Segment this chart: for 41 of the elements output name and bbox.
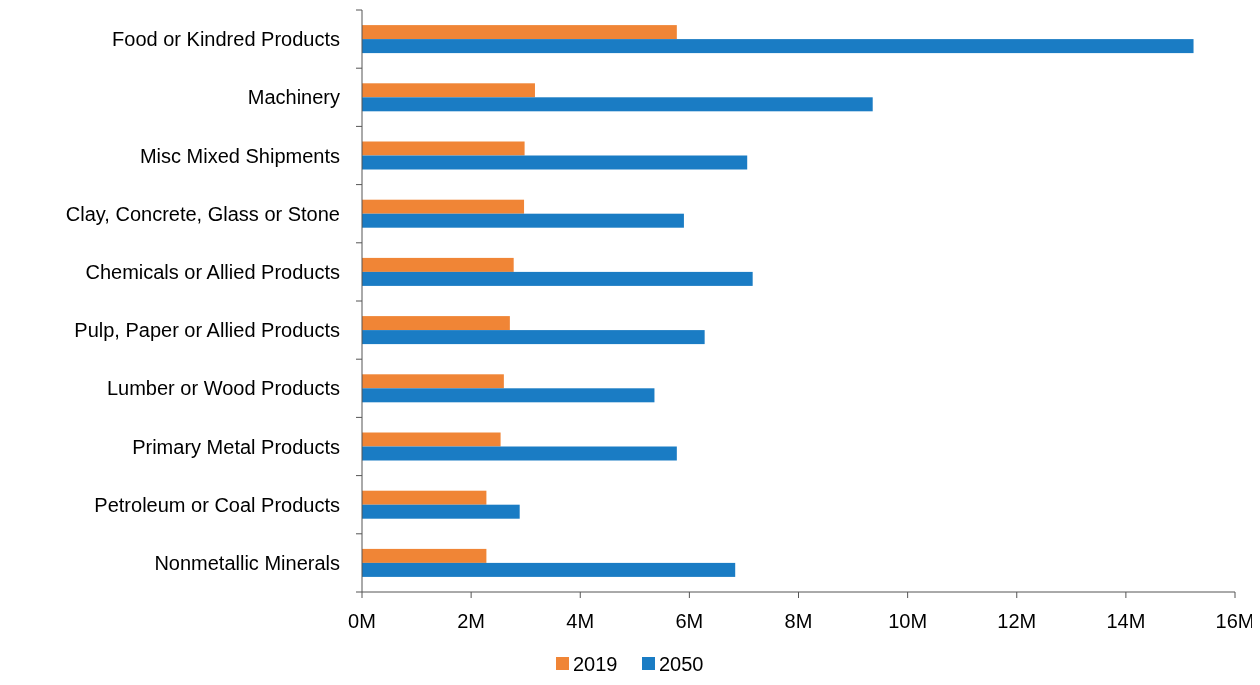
- y-tick-label: Pulp, Paper or Allied Products: [74, 319, 340, 342]
- bar: [362, 155, 748, 170]
- bar: [362, 548, 487, 563]
- y-tick-label: Misc Mixed Shipments: [139, 144, 340, 167]
- x-tick-label: 10M: [888, 610, 928, 632]
- y-tick-label: Chemicals or Allied Products: [85, 260, 340, 283]
- bar: [362, 199, 525, 214]
- bar: [362, 432, 501, 447]
- y-tick-label: Lumber or Wood Products: [106, 377, 340, 400]
- bar: [362, 97, 873, 112]
- bar: [362, 446, 677, 461]
- y-tick-label: Machinery: [247, 86, 340, 109]
- y-tick-label: Petroleum or Coal Products: [94, 493, 340, 516]
- x-tick-label: 8M: [784, 610, 813, 632]
- x-tick-label: 4M: [566, 610, 595, 632]
- bar: [362, 490, 487, 505]
- bar: [362, 562, 736, 577]
- bar: [362, 83, 535, 98]
- bar: [362, 316, 510, 331]
- y-tick-label: Primary Metal Products: [132, 435, 340, 458]
- bar: [362, 330, 705, 345]
- x-tick-label: 14M: [1106, 610, 1146, 632]
- x-tick-label: 16M: [1215, 610, 1255, 632]
- x-tick-label: 2M: [457, 610, 486, 632]
- bar: [362, 39, 1194, 54]
- y-tick-label: Food or Kindred Products: [112, 28, 340, 51]
- bar: [362, 25, 677, 40]
- y-tick-label: Nonmetallic Minerals: [154, 551, 340, 574]
- x-tick-label: 6M: [675, 610, 704, 632]
- x-tick-label: 12M: [997, 610, 1037, 632]
- bar: [362, 504, 520, 519]
- bar: [362, 257, 514, 272]
- bar: [362, 271, 753, 286]
- legend-label: 2019: [573, 653, 618, 675]
- x-tick-label: 0M: [348, 610, 376, 632]
- bar: [362, 388, 655, 403]
- bar: [362, 141, 525, 156]
- bar: [362, 374, 504, 389]
- bar: [362, 213, 684, 228]
- legend-label: 2050: [659, 653, 704, 675]
- y-tick-label: Clay, Concrete, Glass or Stone: [65, 202, 340, 225]
